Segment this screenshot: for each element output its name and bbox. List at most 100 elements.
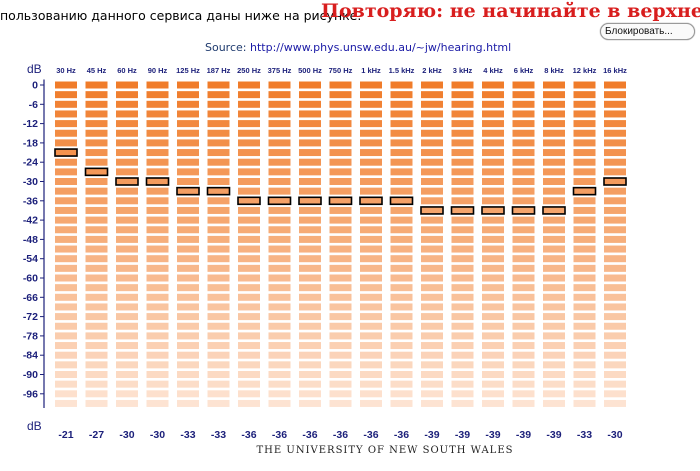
level-cell[interactable] (55, 168, 77, 176)
level-cell[interactable] (543, 187, 565, 195)
level-cell[interactable] (451, 380, 474, 388)
level-cell[interactable] (85, 81, 108, 89)
level-cell[interactable] (177, 158, 199, 166)
level-cell[interactable] (360, 139, 382, 147)
level-cell[interactable] (451, 371, 474, 378)
level-cell[interactable] (512, 303, 535, 311)
level-cell[interactable] (55, 322, 77, 330)
level-cell[interactable] (207, 91, 230, 99)
level-cell[interactable] (268, 332, 291, 340)
level-cell[interactable] (482, 158, 504, 166)
level-cell[interactable] (177, 332, 199, 340)
level-cell[interactable] (482, 361, 504, 369)
level-cell[interactable] (268, 322, 291, 330)
level-cell[interactable] (543, 390, 565, 398)
level-cell[interactable] (543, 149, 565, 157)
level-cell[interactable] (543, 351, 565, 359)
level-cell[interactable] (512, 313, 535, 321)
level-cell[interactable] (268, 168, 291, 176)
level-cell[interactable] (421, 390, 443, 398)
level-cell[interactable] (85, 197, 108, 205)
level-cell[interactable] (573, 197, 596, 205)
level-cell[interactable] (390, 361, 413, 369)
level-cell[interactable] (116, 206, 138, 214)
level-cell[interactable] (146, 91, 169, 99)
level-cell[interactable] (604, 235, 626, 243)
level-cell[interactable] (55, 361, 77, 369)
level-cell[interactable] (207, 332, 230, 340)
level-cell[interactable] (360, 255, 382, 263)
level-cell[interactable] (177, 322, 199, 330)
level-cell[interactable] (299, 81, 321, 89)
level-cell[interactable] (512, 158, 535, 166)
level-cell[interactable] (268, 100, 291, 108)
level-cell[interactable] (329, 100, 352, 108)
level-cell[interactable] (604, 129, 626, 137)
level-cell[interactable] (604, 168, 626, 176)
level-cell[interactable] (451, 303, 474, 311)
level-cell[interactable] (146, 274, 169, 282)
level-cell[interactable] (573, 342, 596, 350)
level-cell[interactable] (451, 274, 474, 282)
level-cell[interactable] (573, 139, 596, 147)
level-cell[interactable] (207, 226, 230, 234)
level-cell[interactable] (573, 390, 596, 398)
level-cell[interactable] (207, 264, 230, 272)
level-cell[interactable] (55, 120, 77, 128)
level-cell[interactable] (55, 303, 77, 311)
level-cell[interactable] (451, 197, 474, 205)
level-cell[interactable] (543, 264, 565, 272)
hearing-test-chart[interactable]: dB 30 Hz 45 Hz 60 Hz 90 Hz 125 Hz 187 Hz 250 Hz… (0, 55, 700, 440)
level-cell[interactable] (177, 274, 199, 282)
level-cell[interactable] (451, 245, 474, 253)
level-cell[interactable] (573, 322, 596, 330)
level-cell[interactable] (146, 371, 169, 378)
level-cell[interactable] (207, 139, 230, 147)
level-cell[interactable] (360, 226, 382, 234)
level-cell[interactable] (177, 149, 199, 157)
level-cell[interactable] (482, 264, 504, 272)
level-cell[interactable] (390, 216, 413, 224)
level-cell[interactable] (299, 303, 321, 311)
level-cell[interactable] (512, 91, 535, 99)
level-cell[interactable] (604, 81, 626, 89)
level-cell[interactable] (573, 149, 596, 157)
level-cell[interactable] (207, 206, 230, 214)
level-cell[interactable] (543, 91, 565, 99)
level-cell[interactable] (238, 390, 260, 398)
level-cell[interactable] (360, 274, 382, 282)
level-cell[interactable] (85, 100, 108, 108)
level-cell[interactable] (299, 226, 321, 234)
level-cell[interactable] (421, 313, 443, 321)
level-cell[interactable] (177, 235, 199, 243)
level-cell[interactable] (451, 390, 474, 398)
level-cell[interactable] (146, 351, 169, 359)
level-cell[interactable] (299, 245, 321, 253)
level-cell[interactable] (604, 158, 626, 166)
level-cell[interactable] (482, 197, 504, 205)
level-cell[interactable] (207, 293, 230, 301)
level-cell[interactable] (543, 255, 565, 263)
level-cell[interactable] (116, 168, 138, 176)
level-cell[interactable] (512, 361, 535, 369)
level-cell[interactable] (390, 158, 413, 166)
level-cell[interactable] (116, 399, 138, 407)
level-cell[interactable] (573, 274, 596, 282)
level-cell[interactable] (329, 187, 352, 195)
level-cell[interactable] (604, 206, 626, 214)
level-cell[interactable] (360, 390, 382, 398)
level-cell[interactable] (116, 91, 138, 99)
level-cell[interactable] (146, 361, 169, 369)
level-cell[interactable] (451, 235, 474, 243)
level-cell[interactable] (116, 332, 138, 340)
level-cell[interactable] (421, 129, 443, 137)
level-cell[interactable] (299, 235, 321, 243)
level-cell[interactable] (421, 216, 443, 224)
level-cell[interactable] (543, 158, 565, 166)
level-cell[interactable] (238, 284, 260, 292)
level-cell[interactable] (299, 120, 321, 128)
level-cell[interactable] (543, 168, 565, 176)
level-cell[interactable] (55, 255, 77, 263)
level-cell[interactable] (421, 178, 443, 185)
level-cell[interactable] (299, 264, 321, 272)
